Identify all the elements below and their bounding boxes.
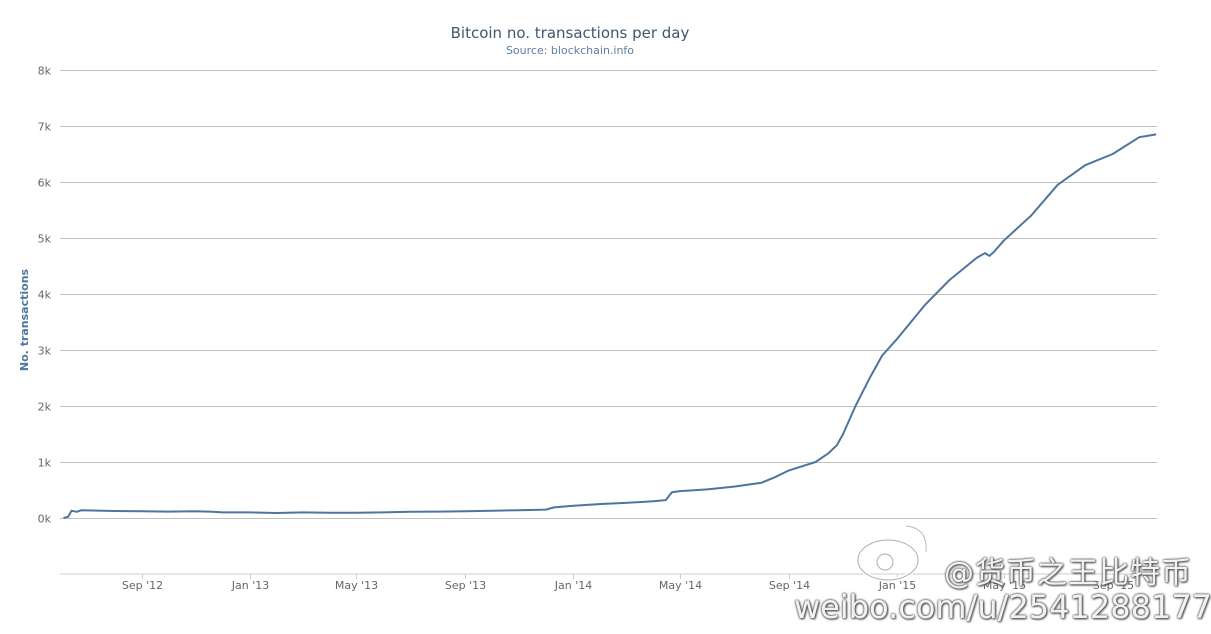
chart-title: Bitcoin no. transactions per day — [451, 24, 690, 42]
series-line-transactions — [63, 133, 1157, 519]
watermark-url: weibo.com/u/2541288177 — [794, 588, 1211, 626]
x-tick-label: Jan '13 — [231, 579, 269, 592]
x-tick-labels: Sep '12 Jan '13 May '13 Sep '13 Jan '14 May '… — [122, 579, 1134, 592]
y-tick-label: 7k — [38, 121, 52, 134]
chart-subtitle: Source: blockchain.info — [506, 44, 634, 57]
y-tick-label: 6k — [38, 177, 52, 190]
y-tick-label: 0k — [38, 513, 52, 526]
y-tick-label: 1k — [38, 457, 52, 470]
x-tick-label: May '15 — [983, 579, 1026, 592]
x-tick-marks — [142, 574, 1114, 579]
y-axis-label: No. transactions — [18, 268, 31, 371]
x-tick-label: May '13 — [335, 579, 378, 592]
y-tick-label: 5k — [38, 233, 52, 246]
y-tick-labels: 8k 7k 6k 5k 4k 3k 2k 1k 0k — [38, 65, 52, 526]
grid — [60, 70, 1157, 519]
x-tick-label: Sep '12 — [122, 579, 163, 592]
x-tick-label: May '14 — [659, 579, 702, 592]
x-tick-label: Sep '15 — [1093, 579, 1134, 592]
y-tick-label: 4k — [38, 289, 52, 302]
x-tick-label: Sep '13 — [445, 579, 486, 592]
x-tick-label: Sep '14 — [769, 579, 810, 592]
watermark-handle: @货币之王比特币 — [944, 556, 1192, 591]
x-tick-label: Jan '14 — [554, 579, 592, 592]
y-tick-label: 2k — [38, 401, 52, 414]
y-tick-label: 3k — [38, 345, 52, 358]
x-tick-label: Jan '15 — [878, 579, 916, 592]
weibo-logo-icon — [856, 524, 929, 582]
y-tick-label: 8k — [38, 65, 52, 78]
